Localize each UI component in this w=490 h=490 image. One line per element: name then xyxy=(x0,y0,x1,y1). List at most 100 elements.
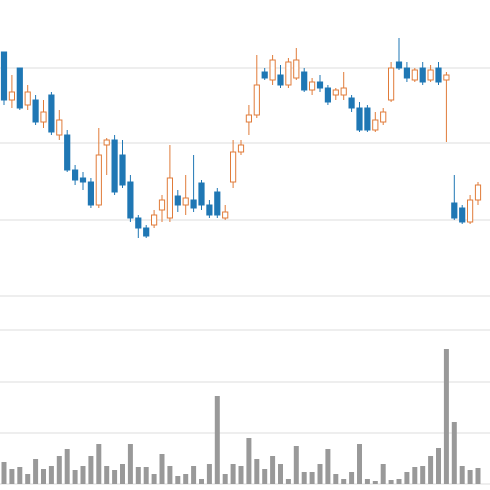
candle-body xyxy=(32,99,39,123)
candle-body xyxy=(395,61,403,69)
candle-body xyxy=(119,154,126,186)
candle-body xyxy=(403,67,410,79)
candle-body xyxy=(245,114,253,123)
candle-body xyxy=(293,59,300,79)
candle-body xyxy=(285,61,292,86)
volume-bar xyxy=(475,468,481,484)
candle-body xyxy=(79,177,87,183)
volume-bar xyxy=(206,464,212,484)
volume-bar xyxy=(25,474,31,484)
candle-body xyxy=(95,154,102,206)
candle-body xyxy=(253,84,260,116)
candle-body xyxy=(222,211,229,219)
candle-body xyxy=(435,67,442,83)
volume-bar xyxy=(317,464,323,484)
volume-bar xyxy=(467,470,473,484)
candle-body xyxy=(340,87,347,96)
candle-body xyxy=(214,191,221,216)
candle-body xyxy=(388,67,395,101)
volume-bar xyxy=(214,396,220,484)
volume-bar xyxy=(443,349,449,484)
candle-body xyxy=(301,71,308,91)
volume-bar xyxy=(183,474,189,484)
candle-body xyxy=(182,197,189,206)
volume-bar xyxy=(309,472,315,484)
volume-bar xyxy=(364,479,370,484)
candle-body xyxy=(364,107,371,131)
candle-body xyxy=(127,181,134,219)
volume-bar xyxy=(175,476,181,484)
candle-body xyxy=(451,202,458,219)
candle-body xyxy=(474,184,482,201)
candle-body xyxy=(348,97,355,109)
volume-bar xyxy=(428,456,434,484)
volume-bar xyxy=(41,469,46,484)
volume-bar xyxy=(17,467,23,484)
volume-bar xyxy=(80,466,86,484)
volume-bar xyxy=(120,464,125,484)
volume-bar xyxy=(436,448,441,484)
candle-body xyxy=(103,139,110,146)
candle-body xyxy=(40,111,47,123)
volume-bar xyxy=(230,464,236,484)
candle-body xyxy=(16,67,23,109)
volume-bar xyxy=(325,449,331,484)
volume-bar xyxy=(112,470,118,484)
candle-body xyxy=(143,227,150,237)
candle-body xyxy=(56,119,63,136)
volume-bar xyxy=(285,479,291,484)
volume-bar xyxy=(72,470,78,484)
candle-body xyxy=(24,91,31,106)
candle-body xyxy=(166,177,174,219)
volume-bar xyxy=(191,466,197,484)
volume-bar xyxy=(459,466,465,484)
volume-bar xyxy=(349,472,355,484)
volume-bar xyxy=(357,444,362,484)
volume-bar xyxy=(135,467,141,484)
volume-bar xyxy=(238,466,244,484)
candle-body xyxy=(372,119,379,131)
candle-body xyxy=(87,181,95,206)
volume-bar xyxy=(396,479,402,484)
volume-bar xyxy=(88,456,94,484)
candle-body xyxy=(48,94,55,133)
candle-body xyxy=(230,151,237,183)
candle-body xyxy=(443,74,450,81)
volume-bar xyxy=(412,467,418,484)
volume-bar xyxy=(372,481,378,484)
volume-bar xyxy=(167,466,173,484)
volume-bar xyxy=(48,466,54,484)
volume-bar xyxy=(64,449,70,484)
candle-body xyxy=(467,199,474,223)
candle-body xyxy=(380,111,387,123)
volume-bar xyxy=(451,422,457,484)
volume-bar xyxy=(333,474,339,484)
volume-bar xyxy=(404,472,410,484)
volume-bar xyxy=(96,444,102,484)
volume-bar xyxy=(199,479,204,484)
candle-body xyxy=(190,199,197,209)
volume-bar xyxy=(246,438,252,484)
volume-bar xyxy=(293,446,299,484)
volume-bar xyxy=(278,464,283,484)
volume-bar xyxy=(143,467,149,484)
volume-bar xyxy=(388,480,394,484)
volume-bar xyxy=(127,444,133,484)
candle-body xyxy=(72,169,79,181)
candle-body xyxy=(419,67,426,83)
volume-bar xyxy=(420,466,426,484)
volume-bar xyxy=(380,464,386,484)
candle-body xyxy=(158,199,166,211)
volume-bar xyxy=(222,474,228,484)
volume-bar xyxy=(159,454,165,484)
volume-bar xyxy=(33,459,39,484)
candle-body xyxy=(0,51,8,101)
candle-body xyxy=(206,204,213,216)
volume-bar xyxy=(56,456,62,484)
volume-bar xyxy=(301,472,307,484)
candle-body xyxy=(111,139,118,193)
candle-body xyxy=(332,89,339,96)
candle-body xyxy=(309,81,316,91)
volume-bar xyxy=(341,479,347,484)
